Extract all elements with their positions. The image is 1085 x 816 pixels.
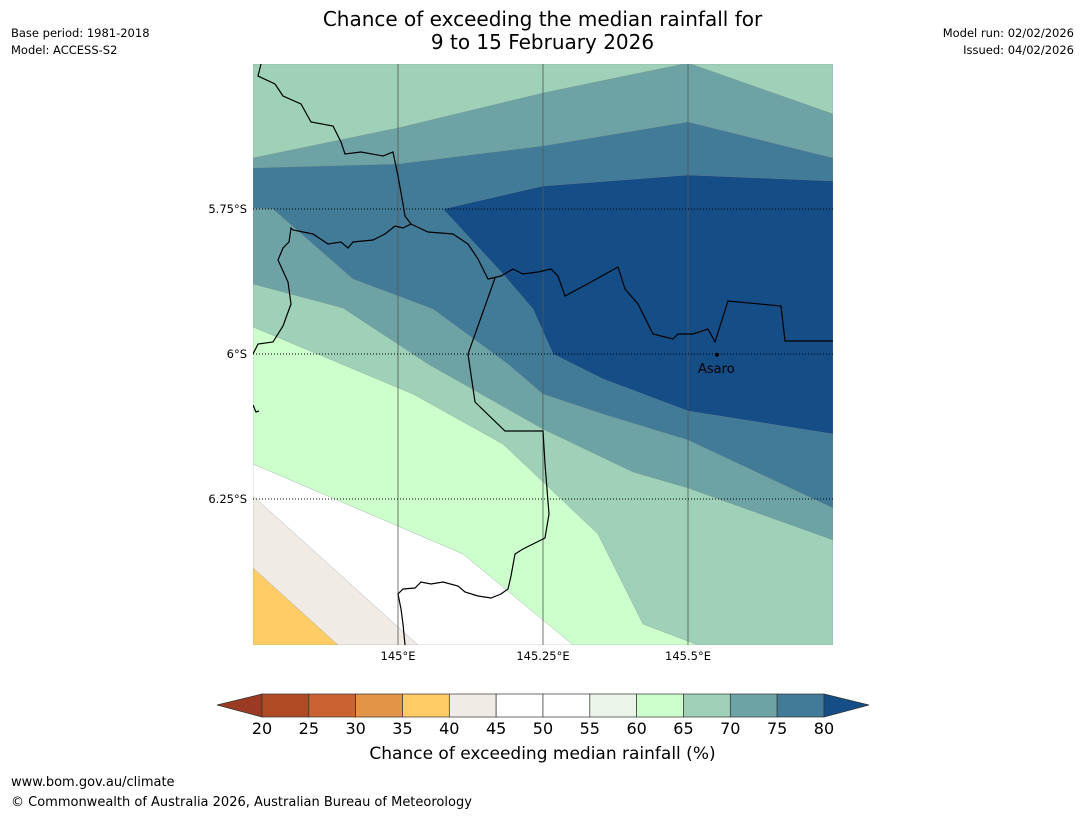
colorbar-cell [495,693,544,718]
title-line-1: Chance of exceeding the median rainfall … [322,7,763,31]
colorbar-over-arrow [823,693,870,718]
colorbar-tick-label: 35 [392,719,413,738]
asaro-dot [715,352,719,357]
colorbar-tick-label: 70 [720,719,741,738]
lat-label-5-75: 5.75°S [208,202,247,216]
colorbar-tick-label: 60 [626,719,647,738]
colorbar-tick-label: 40 [439,719,460,738]
meta-right: Model run: 02/02/2026 Issued: 04/02/2026 [943,25,1074,59]
lon-label-145-5: 145.5°E [665,649,711,663]
asaro-label: Asaro [698,362,735,377]
model-name: Model: ACCESS-S2 [11,43,118,57]
colorbar-tick-label: 45 [485,719,507,738]
colorbar-cell [355,693,403,718]
town-marker: Asaro [698,352,735,377]
boundary-center [410,223,833,344]
colorbar [216,693,870,718]
colorbar-tick-label: 30 [345,719,366,738]
colorbar-tick-label: 25 [298,719,319,738]
colorbar-tick-label: 50 [532,719,554,738]
colorbar-cell [261,693,310,718]
province-boundaries [253,64,833,645]
lon-label-145: 145°E [380,649,416,663]
footer-copyright: © Commonwealth of Australia 2026, Austra… [11,795,472,810]
colorbar-cell [776,693,825,718]
colorbar-cells [261,693,825,718]
colorbar-cell [589,693,637,718]
colorbar-cell [542,693,591,718]
boundary-north [253,64,412,355]
colorbar-cell [683,693,731,718]
chart-title: Chance of exceeding the median rainfall … [0,8,1085,54]
colorbar-tick-label: 65 [673,719,694,738]
issued-date: Issued: 04/02/2026 [963,43,1074,57]
forecast-map: Asaro [253,64,833,645]
title-line-2: 9 to 15 February 2026 [430,30,655,54]
lon-label-145-25: 145.25°E [516,649,570,663]
colorbar-under-arrow [216,693,263,718]
colorbar-cell [308,693,357,718]
model-run: Model run: 02/02/2026 [942,26,1074,40]
colorbar-cell [402,693,450,718]
base-period: Base period: 1981-2018 [11,26,150,40]
colorbar-cell [636,693,684,718]
graticule [253,64,833,645]
colorbar-tick-label: 55 [579,719,600,738]
colorbar-tick-label: 80 [813,719,835,738]
colorbar-label: Chance of exceeding median rainfall (%) [369,744,716,764]
boundary-south [397,277,550,645]
colorbar-tick-label: 75 [766,719,788,738]
colorbar-tick-label: 20 [251,719,273,738]
meta-left: Base period: 1981-2018 Model: ACCESS-S2 [11,25,150,59]
lat-label-6-25: 6.25°S [208,492,247,506]
footer-url[interactable]: www.bom.gov.au/climate [11,775,175,790]
colorbar-cell [729,693,778,718]
lat-label-6: 6°S [226,347,247,361]
colorbar-cell [448,693,497,718]
band-lt-35 [253,567,339,645]
boundary-stub [253,404,260,413]
